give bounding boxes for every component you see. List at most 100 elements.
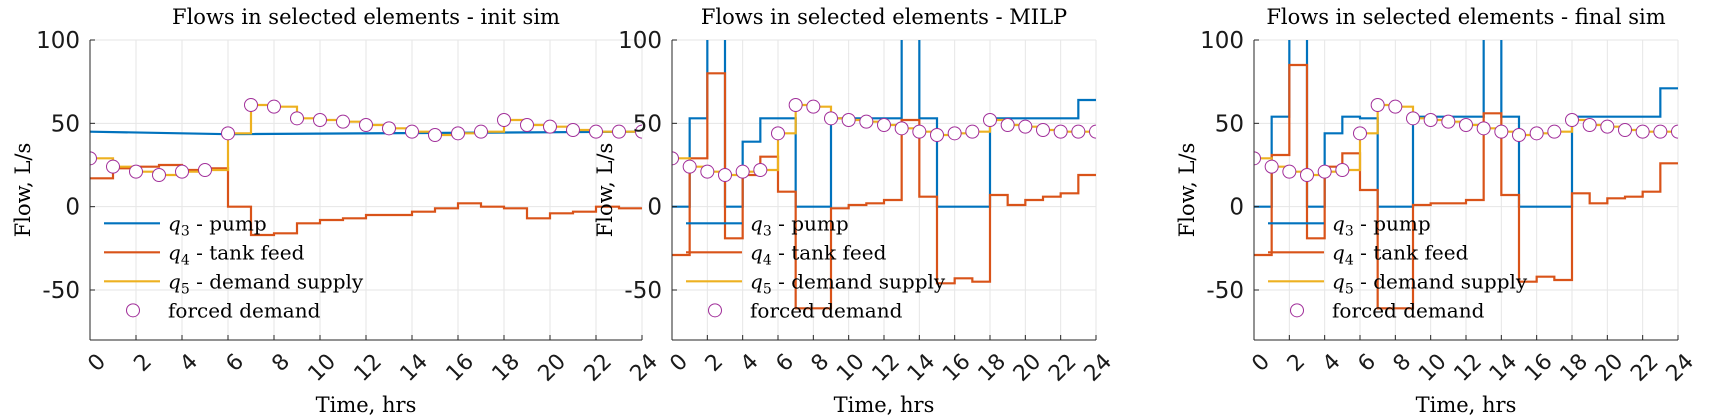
y-tick-label: -50 [1206,278,1244,304]
forced-demand-point [965,124,980,139]
x-tick-label: 10 [1414,349,1451,386]
x-tick-label: 8 [1389,349,1417,377]
forced-demand-point [1264,159,1279,174]
x-tick-label: 4 [736,349,764,377]
forced-demand-point [520,118,534,132]
forced-demand-point [336,114,350,129]
forced-demand-point [1089,124,1096,139]
forced-demand-point [1441,114,1456,129]
forced-demand-point [859,114,874,129]
series-q4-line [1254,63,1678,310]
x-tick-label: 18 [488,349,525,386]
forced-demand-point [824,111,838,126]
x-tick-label: 6 [1353,349,1381,377]
forced-demand-point [672,151,679,166]
forced-demand-point [700,164,715,179]
forced-demand-point [1000,118,1015,132]
plot-series-group [672,40,1096,310]
forced-demand-point [1565,113,1579,127]
legend-label: q3 - pump [750,211,849,239]
x-tick-label: 20 [534,349,571,386]
x-tick-label: 8 [267,349,295,377]
forced-demand-point [877,118,891,132]
forced-demand-point [1071,124,1086,139]
y-tick-label: -50 [42,278,80,304]
forced-demand-point [359,118,373,132]
x-tick-label: 16 [1520,349,1557,386]
y-tick-label: 100 [1200,28,1244,54]
plot-series-group [1254,40,1678,310]
forced-demand-point [1018,119,1033,134]
legend-marker-forced-demand [126,303,140,318]
forced-demand-point [129,164,143,179]
forced-demand-point [244,98,258,112]
legend-label: q3 - pump [168,211,267,239]
forced-demand-point [947,126,962,141]
x-tick-label: 20 [1591,349,1628,386]
y-axis-label: Flow, L/s [11,143,35,238]
forced-demand-point [405,124,419,139]
forced-demand-point [1282,164,1297,179]
x-axis-label: Time, hrs [1416,393,1517,417]
x-tick-label: 24 [1662,349,1699,386]
x-tick-label: 14 [903,349,940,386]
forced-demand-point [152,168,166,182]
legend-label: q3 - pump [1332,211,1431,239]
forced-demand-point [1547,124,1562,139]
forced-demand-point [1300,168,1314,182]
forced-demand-point [1582,118,1597,132]
x-tick-label: 6 [221,349,249,377]
y-tick-label: 100 [36,28,80,54]
x-tick-label: 2 [129,349,157,377]
x-tick-label: 4 [175,349,203,377]
forced-demand-point [983,113,997,127]
forced-demand-point [1512,128,1526,142]
chart-title: Flows in selected elements - init sim [172,5,560,29]
x-tick-label: 18 [974,349,1011,386]
x-tick-label: 4 [1318,349,1346,377]
forced-demand-point [428,128,442,142]
forced-demand-point [1353,126,1367,141]
forced-demand-point [1423,113,1438,127]
x-tick-label: 2 [1283,349,1311,377]
x-tick-label: 22 [580,349,617,386]
x-tick-label: 10 [304,349,341,386]
forced-demand-point [894,121,909,136]
forced-demand-point [1529,126,1544,141]
forced-demand-point [1494,124,1509,139]
y-tick-label: 100 [618,28,662,54]
forced-demand-point [788,98,803,112]
x-tick-label: 12 [1450,349,1487,386]
forced-demand-point [735,164,750,179]
forced-demand-point [90,151,97,166]
x-axis-label: Time, hrs [316,393,417,417]
forced-demand-point [589,124,603,139]
x-tick-label: 0 [665,349,693,377]
legend-marker-forced-demand [1290,303,1304,318]
x-tick-label: 0 [83,349,111,377]
y-tick-label: 50 [633,111,662,137]
forced-demand-point [1036,123,1050,137]
x-tick-label: 20 [1009,349,1046,386]
forced-demand-point [1635,124,1650,139]
forced-demand-point [930,128,944,142]
forced-demand-point [566,123,580,137]
forced-demand-point [1476,121,1491,136]
forced-demand-point [175,164,189,179]
forced-demand-point [1671,124,1678,139]
x-tick-label: 8 [807,349,835,377]
forced-demand-point [1618,123,1632,137]
series-forced-demand [1254,98,1678,182]
forced-demand-point [382,121,396,136]
chart-title: Flows in selected elements - final sim [1266,5,1665,29]
legend-label: q5 - demand supply [750,269,946,297]
series-q4-line [672,72,1096,310]
forced-demand-point [1406,111,1420,126]
y-tick-label: -50 [624,278,662,304]
